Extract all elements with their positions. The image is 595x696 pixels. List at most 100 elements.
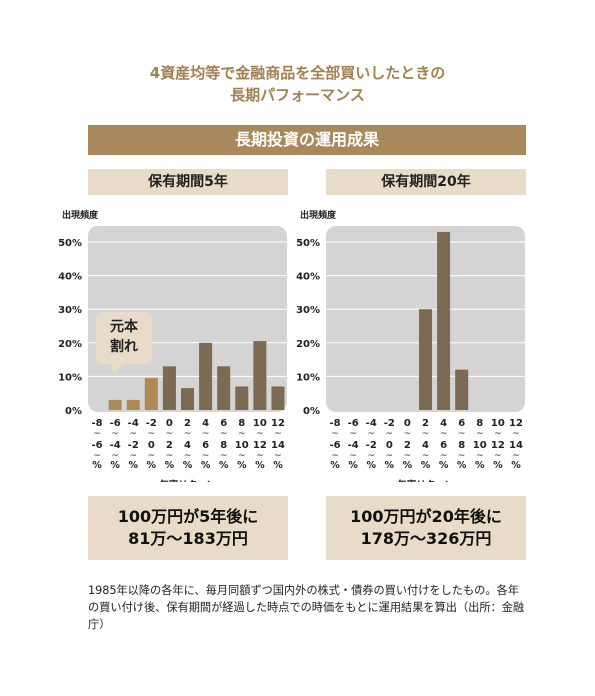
result-20yr-line-1: 100万円が20年後に — [350, 507, 502, 526]
x-tick-unit: % — [475, 460, 485, 471]
x-tick-label-end: 0 — [148, 440, 155, 451]
x-tick-label-start: -2 — [384, 418, 395, 429]
x-tick-separator: ~ — [93, 429, 101, 439]
bar — [418, 309, 433, 410]
x-tick-unit: % — [92, 460, 102, 471]
x-tick-separator: ~ — [404, 451, 412, 461]
x-axis-label: 年率リターン — [397, 479, 454, 482]
bar — [126, 399, 140, 410]
x-tick-label-start: 12 — [509, 418, 523, 429]
x-tick-unit: % — [201, 460, 211, 471]
bar — [253, 341, 267, 410]
x-tick-separator: ~ — [220, 429, 228, 439]
x-tick-label-end: 10 — [235, 440, 249, 451]
result-5yr-line-2: 81万～183万円 — [128, 529, 248, 548]
bar — [235, 386, 249, 410]
x-tick-unit: % — [147, 460, 157, 471]
y-tick-label: 10% — [296, 372, 320, 383]
annotation-bubble — [96, 312, 152, 374]
bar — [455, 369, 469, 410]
x-tick-separator: ~ — [331, 451, 339, 461]
x-tick-separator: ~ — [238, 451, 246, 461]
chart-20yr: 50%40%30%20%10%0%-8~-6~%-6~-4~%-4~-2~%-2… — [296, 226, 525, 482]
x-tick-unit: % — [403, 460, 413, 471]
x-tick-unit: % — [273, 460, 283, 471]
x-tick-label-end: 14 — [509, 440, 523, 451]
x-tick-separator: ~ — [476, 451, 484, 461]
x-tick-unit: % — [128, 460, 138, 471]
x-tick-separator: ~ — [129, 429, 137, 439]
x-tick-label-start: 2 — [422, 418, 429, 429]
annotation-line-2: 割れ — [110, 339, 138, 355]
y-tick-label: 30% — [296, 305, 320, 316]
x-tick-separator: ~ — [349, 451, 357, 461]
x-tick-separator: ~ — [238, 429, 246, 439]
y-tick-label: 40% — [296, 272, 320, 283]
x-tick-separator: ~ — [202, 429, 210, 439]
y-tick-label: 50% — [58, 238, 82, 249]
x-tick-separator: ~ — [256, 429, 264, 439]
x-tick-unit: % — [219, 460, 229, 471]
y-tick-label: 0% — [303, 406, 320, 417]
x-tick-separator: ~ — [440, 451, 448, 461]
x-tick-label-start: 10 — [253, 418, 267, 429]
bar — [217, 366, 231, 410]
x-tick-label-start: 2 — [184, 418, 191, 429]
x-tick-label-start: -4 — [366, 418, 377, 429]
x-tick-separator: ~ — [256, 451, 264, 461]
x-tick-separator: ~ — [274, 451, 282, 461]
x-tick-label-end: -6 — [329, 440, 340, 451]
x-tick-separator: ~ — [494, 451, 502, 461]
x-tick-label-start: 6 — [220, 418, 227, 429]
bar — [271, 386, 285, 410]
x-tick-label-start: 4 — [202, 418, 209, 429]
x-tick-separator: ~ — [184, 451, 192, 461]
bar — [437, 231, 451, 410]
chart-20yr-title: 保有期間20年 — [326, 169, 526, 195]
y-tick-label: 20% — [58, 339, 82, 350]
x-tick-separator: ~ — [422, 429, 430, 439]
y-tick-label: 10% — [58, 372, 82, 383]
x-tick-unit: % — [348, 460, 358, 471]
x-tick-unit: % — [183, 460, 193, 471]
x-tick-separator: ~ — [367, 451, 375, 461]
x-tick-label-end: 2 — [404, 440, 411, 451]
x-tick-label-end: -2 — [366, 440, 377, 451]
x-tick-unit: % — [385, 460, 395, 471]
y-tick-label: 30% — [58, 305, 82, 316]
x-tick-separator: ~ — [274, 429, 282, 439]
x-tick-separator: ~ — [404, 429, 412, 439]
x-tick-label-start: -6 — [110, 418, 121, 429]
x-tick-separator: ~ — [220, 451, 228, 461]
chart-20yr-ylabel: 出現頻度 — [300, 211, 337, 221]
x-tick-separator: ~ — [494, 429, 502, 439]
x-tick-label-end: 8 — [220, 440, 227, 451]
x-tick-separator: ~ — [458, 451, 466, 461]
result-5yr-line-1: 100万円が5年後に — [117, 507, 259, 526]
x-tick-label-end: 8 — [458, 440, 465, 451]
footnote: 1985年以降の各年に、毎月同額ずつ国内外の株式・債券の買い付けをしたもの。各年… — [88, 584, 525, 631]
x-tick-unit: % — [457, 460, 467, 471]
chart-5yr-title: 保有期間5年 — [88, 169, 288, 195]
result-20yr-line-2: 178万～326万円 — [360, 529, 492, 548]
x-tick-unit: % — [439, 460, 449, 471]
bar — [180, 388, 195, 410]
x-tick-label-start: 10 — [491, 418, 505, 429]
x-tick-separator: ~ — [331, 429, 339, 439]
x-tick-unit: % — [511, 460, 521, 471]
x-tick-label-end: 12 — [491, 440, 505, 451]
x-tick-unit: % — [237, 460, 247, 471]
x-tick-separator: ~ — [93, 451, 101, 461]
plot-background — [88, 226, 287, 412]
x-tick-label-end: 4 — [184, 440, 191, 451]
y-tick-label: 50% — [296, 238, 320, 249]
loss-annotation: 元本 割れ — [96, 312, 152, 374]
x-tick-separator: ~ — [111, 451, 119, 461]
x-tick-separator: ~ — [386, 451, 394, 461]
x-tick-unit: % — [165, 460, 175, 471]
bar — [108, 399, 122, 410]
x-tick-separator: ~ — [129, 451, 137, 461]
x-tick-separator: ~ — [440, 429, 448, 439]
x-tick-separator: ~ — [422, 451, 430, 461]
x-tick-separator: ~ — [166, 429, 174, 439]
